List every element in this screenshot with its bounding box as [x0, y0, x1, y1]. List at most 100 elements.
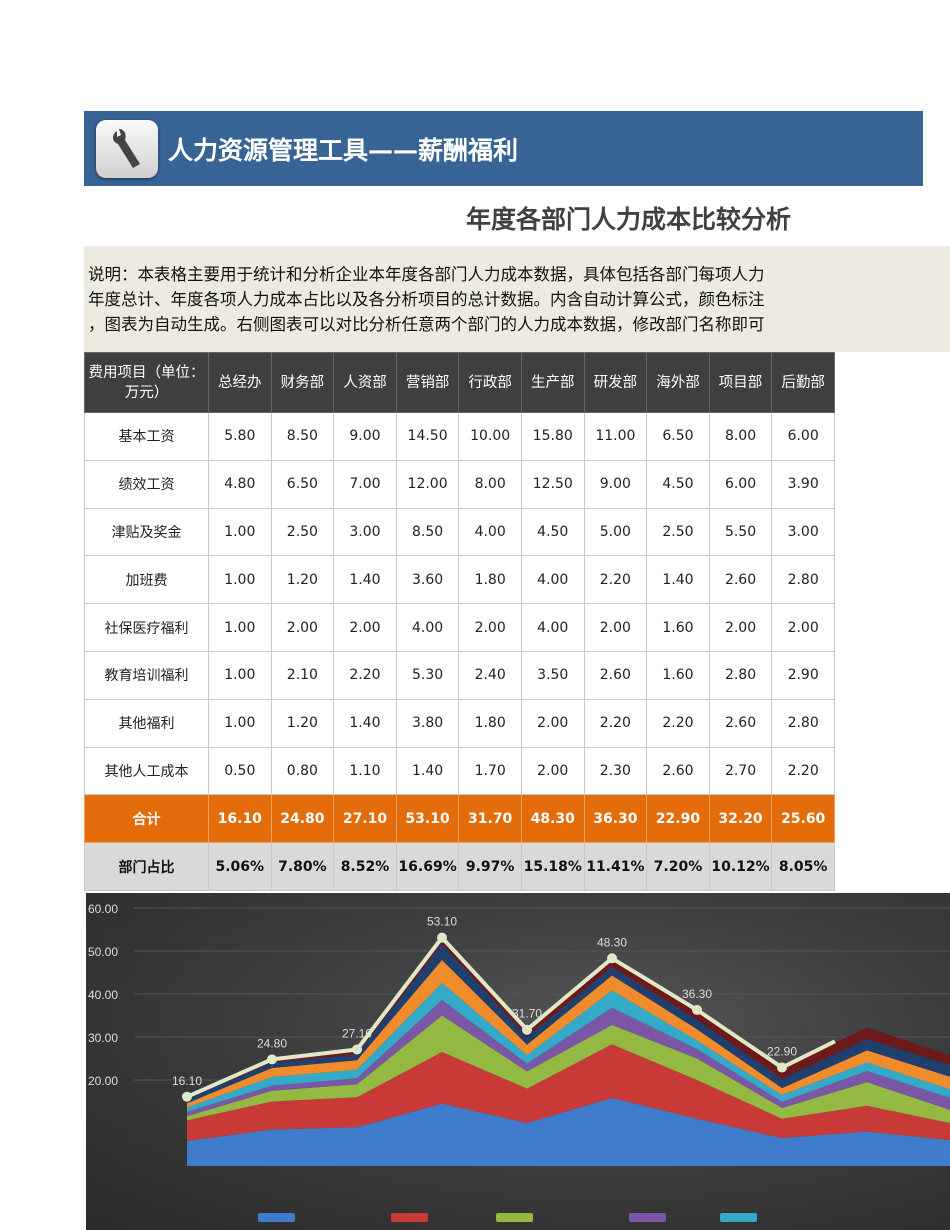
table-cell[interactable]: 27.10: [333, 794, 397, 844]
table-cell[interactable]: 25.60: [771, 794, 835, 844]
table-cell[interactable]: 2.00: [583, 603, 648, 652]
table-cell[interactable]: 1.00: [208, 650, 272, 700]
table-cell[interactable]: 10.00: [458, 412, 522, 461]
table-cell[interactable]: 32.20: [708, 794, 773, 844]
table-cell[interactable]: 1.80: [458, 555, 522, 605]
table-cell[interactable]: 2.20: [646, 698, 710, 748]
table-cell[interactable]: 2.00: [771, 603, 835, 652]
table-cell[interactable]: 8.50: [395, 507, 460, 557]
table-cell[interactable]: 36.30: [583, 794, 648, 844]
table-cell[interactable]: 5.00: [583, 507, 648, 557]
table-cell[interactable]: 7.20%: [646, 842, 710, 891]
table-cell[interactable]: 2.50: [270, 507, 335, 557]
table-cell[interactable]: 6.00: [708, 459, 773, 509]
table-cell[interactable]: 2.20: [583, 698, 648, 748]
table-cell[interactable]: 9.00: [583, 459, 648, 509]
table-cell[interactable]: 1.00: [208, 555, 272, 605]
table-cell[interactable]: 5.30: [395, 650, 460, 700]
table-cell[interactable]: 2.00: [458, 603, 522, 652]
table-cell[interactable]: 12.00: [395, 459, 460, 509]
table-cell[interactable]: 8.00: [708, 412, 773, 461]
table-cell[interactable]: 5.50: [708, 507, 773, 557]
table-cell[interactable]: 3.00: [771, 507, 835, 557]
table-cell[interactable]: 1.00: [208, 698, 272, 748]
table-cell[interactable]: 2.10: [270, 650, 335, 700]
table-cell[interactable]: 1.40: [646, 555, 710, 605]
table-cell[interactable]: 2.50: [646, 507, 710, 557]
table-cell[interactable]: 2.40: [458, 650, 522, 700]
table-cell[interactable]: 2.70: [708, 746, 773, 796]
table-cell[interactable]: 2.60: [646, 746, 710, 796]
table-cell[interactable]: 2.20: [771, 746, 835, 796]
table-cell[interactable]: 16.10: [208, 794, 272, 844]
table-cell[interactable]: 8.00: [458, 459, 522, 509]
table-cell[interactable]: 9.00: [333, 412, 397, 461]
table-cell[interactable]: 1.00: [208, 603, 272, 652]
table-cell[interactable]: 2.80: [771, 698, 835, 748]
table-cell[interactable]: 2.60: [583, 650, 648, 700]
table-cell[interactable]: 15.80: [520, 412, 585, 461]
table-cell[interactable]: 7.00: [333, 459, 397, 509]
table-cell[interactable]: 31.70: [458, 794, 522, 844]
table-cell[interactable]: 12.50: [520, 459, 585, 509]
table-cell[interactable]: 1.40: [395, 746, 460, 796]
table-cell[interactable]: 1.60: [646, 603, 710, 652]
table-cell[interactable]: 2.60: [708, 698, 773, 748]
table-cell[interactable]: 8.50: [270, 412, 335, 461]
table-cell[interactable]: 10.12%: [708, 842, 773, 891]
table-cell[interactable]: 8.52%: [333, 842, 397, 891]
table-cell[interactable]: 1.70: [458, 746, 522, 796]
table-cell[interactable]: 0.50: [208, 746, 272, 796]
table-cell[interactable]: 1.40: [333, 698, 397, 748]
table-cell[interactable]: 2.80: [771, 555, 835, 605]
table-cell[interactable]: 6.50: [646, 412, 710, 461]
table-cell[interactable]: 4.00: [520, 555, 585, 605]
table-cell[interactable]: 11.41%: [583, 842, 648, 891]
table-cell[interactable]: 11.00: [583, 412, 648, 461]
table-cell[interactable]: 48.30: [520, 794, 585, 844]
table-cell[interactable]: 3.00: [333, 507, 397, 557]
table-cell[interactable]: 2.90: [771, 650, 835, 700]
table-cell[interactable]: 1.60: [646, 650, 710, 700]
table-cell[interactable]: 5.06%: [208, 842, 272, 891]
table-cell[interactable]: 4.00: [458, 507, 522, 557]
table-cell[interactable]: 3.50: [520, 650, 585, 700]
table-cell[interactable]: 22.90: [646, 794, 710, 844]
table-cell[interactable]: 3.60: [395, 555, 460, 605]
table-cell[interactable]: 1.20: [270, 698, 335, 748]
table-cell[interactable]: 53.10: [395, 794, 460, 844]
table-cell[interactable]: 14.50: [395, 412, 460, 461]
table-cell[interactable]: 1.10: [333, 746, 397, 796]
table-cell[interactable]: 2.00: [520, 746, 585, 796]
table-cell[interactable]: 24.80: [270, 794, 335, 844]
table-cell[interactable]: 1.20: [270, 555, 335, 605]
table-cell[interactable]: 4.50: [646, 459, 710, 509]
table-cell[interactable]: 2.30: [583, 746, 648, 796]
table-cell[interactable]: 2.00: [270, 603, 335, 652]
table-cell[interactable]: 8.05%: [771, 842, 835, 891]
table-cell[interactable]: 2.20: [583, 555, 648, 605]
table-cell[interactable]: 1.40: [333, 555, 397, 605]
table-cell[interactable]: 2.00: [708, 603, 773, 652]
table-cell[interactable]: 4.00: [520, 603, 585, 652]
table-cell[interactable]: 4.50: [520, 507, 585, 557]
table-cell[interactable]: 2.60: [708, 555, 773, 605]
table-cell[interactable]: 2.00: [333, 603, 397, 652]
table-cell[interactable]: 4.80: [208, 459, 272, 509]
table-cell[interactable]: 2.20: [333, 650, 397, 700]
table-cell[interactable]: 3.90: [771, 459, 835, 509]
table-cell[interactable]: 16.69%: [395, 842, 460, 891]
table-cell[interactable]: 9.97%: [458, 842, 522, 891]
table-cell[interactable]: 4.00: [395, 603, 460, 652]
table-cell[interactable]: 3.80: [395, 698, 460, 748]
table-cell[interactable]: 6.00: [771, 412, 835, 461]
table-cell[interactable]: 6.50: [270, 459, 335, 509]
table-cell[interactable]: 7.80%: [270, 842, 335, 891]
table-cell[interactable]: 1.80: [458, 698, 522, 748]
table-cell[interactable]: 15.18%: [520, 842, 585, 891]
table-cell[interactable]: 2.00: [520, 698, 585, 748]
table-cell[interactable]: 1.00: [208, 507, 272, 557]
table-cell[interactable]: 0.80: [270, 746, 335, 796]
table-cell[interactable]: 2.80: [708, 650, 773, 700]
table-cell[interactable]: 5.80: [208, 412, 272, 461]
